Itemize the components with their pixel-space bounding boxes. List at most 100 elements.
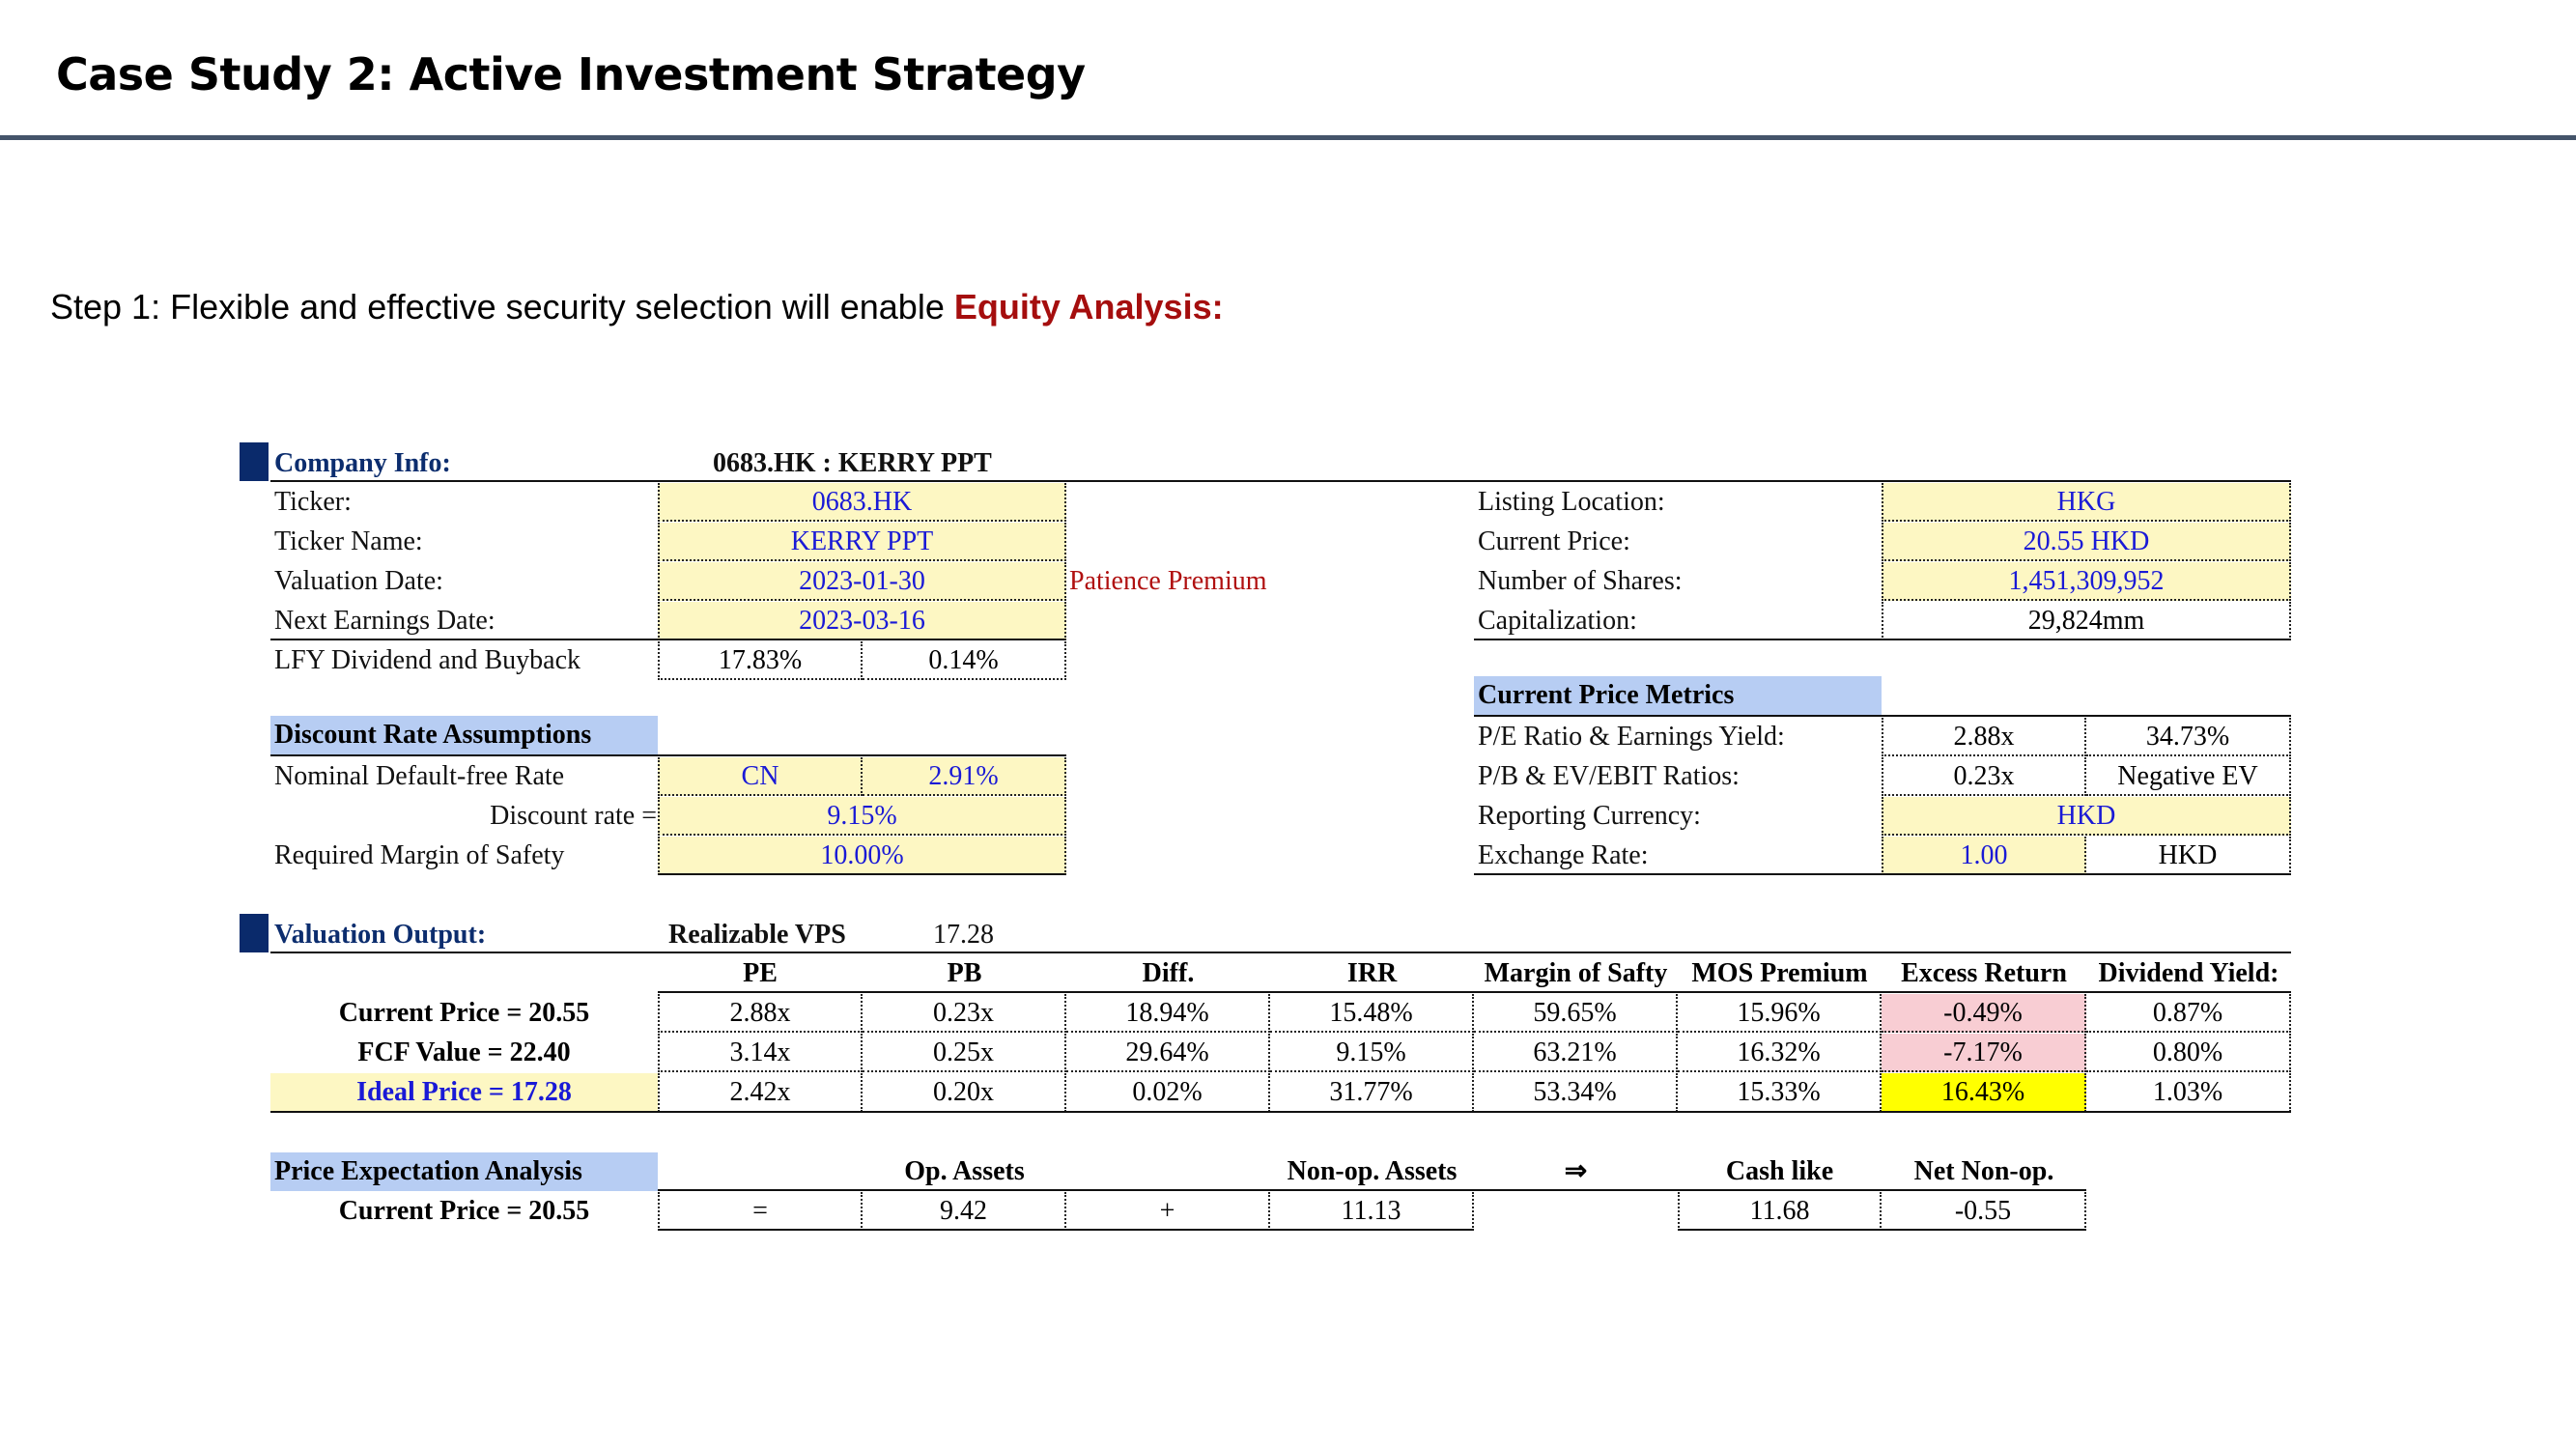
- currency-label: Reporting Currency:: [1478, 801, 1701, 831]
- next-earnings-value: 2023-03-16: [658, 602, 1066, 640]
- pea-row-label: Current Price = 20.55: [338, 1196, 590, 1226]
- valuation-cell: 1.03%: [2086, 1073, 2291, 1112]
- valuation-col-header: PB: [947, 958, 982, 988]
- divider: [1474, 639, 2291, 640]
- lfy-label: LFY Dividend and Buyback: [274, 645, 581, 675]
- valuation-cell: 0.87%: [2086, 994, 2291, 1033]
- divider: [658, 1229, 1474, 1231]
- valuation-col-header: Margin of Safty: [1484, 958, 1668, 988]
- valuation-cell: 2.88x: [658, 994, 863, 1033]
- op-assets-value: 9.42: [863, 1192, 1066, 1231]
- company-name: 0683.HK : KERRY PPT: [713, 448, 992, 478]
- cap-label: Capitalization:: [1478, 606, 1637, 636]
- valuation-cell: 15.96%: [1678, 994, 1882, 1033]
- listing-label: Listing Location:: [1478, 487, 1665, 517]
- shares-value: 1,451,309,952: [1882, 562, 2291, 601]
- lfy-dividend-value: 17.83%: [658, 641, 863, 680]
- valuation-cell: 0.23x: [863, 994, 1066, 1033]
- step-highlight: Equity Analysis:: [953, 287, 1224, 327]
- earnings-yield-value: 34.73%: [2086, 718, 2291, 756]
- ticker-label: Ticker:: [274, 487, 352, 517]
- valuation-col-header: PE: [743, 958, 778, 988]
- valuation-col-header: MOS Premium: [1691, 958, 1868, 988]
- divider: [270, 480, 2291, 482]
- nominal-country-value: CN: [658, 757, 863, 796]
- pe-value: 2.88x: [1882, 718, 2086, 756]
- valuation-cell: 2.42x: [658, 1073, 863, 1112]
- cash-like-label: Cash like: [1725, 1156, 1834, 1186]
- title-divider: [0, 135, 2576, 140]
- valuation-col-header: Diff.: [1142, 958, 1195, 988]
- valuation-cell: -0.49%: [1882, 994, 2086, 1033]
- currency-value: HKD: [1882, 797, 2291, 836]
- ticker-name-label: Ticker Name:: [274, 526, 423, 556]
- valuation-cell: 18.94%: [1066, 994, 1270, 1033]
- valuation-cell: 0.25x: [863, 1034, 1066, 1072]
- price-expectation-header: Price Expectation Analysis: [270, 1152, 658, 1191]
- fx-value: 1.00: [1882, 837, 2086, 875]
- divider: [270, 754, 1066, 756]
- ev-ebit-value: Negative EV: [2086, 757, 2291, 796]
- valuation-cell: 16.43%: [1882, 1073, 2086, 1112]
- discount-rate-value: 9.15%: [658, 797, 1066, 836]
- valuation-cell: 31.77%: [1270, 1073, 1474, 1112]
- mos-label: Required Margin of Safety: [274, 840, 565, 870]
- section-marker: [240, 914, 269, 952]
- metrics-header: Current Price Metrics: [1474, 676, 1882, 715]
- pea-plus: +: [1066, 1192, 1270, 1231]
- valuation-col-header: Dividend Yield:: [2098, 958, 2279, 988]
- pe-label: P/E Ratio & Earnings Yield:: [1478, 722, 1785, 752]
- next-earnings-label: Next Earnings Date:: [274, 606, 495, 636]
- valuation-cell: 9.15%: [1270, 1034, 1474, 1072]
- ticker-value: 0683.HK: [658, 483, 1066, 522]
- valuation-cell: 0.80%: [2086, 1034, 2291, 1072]
- valuation-cell: 15.48%: [1270, 994, 1474, 1033]
- pb-value: 0.23x: [1882, 757, 2086, 796]
- pb-label: P/B & EV/EBIT Ratios:: [1478, 761, 1740, 791]
- divider: [1474, 715, 2291, 717]
- nonop-assets-label: Non-op. Assets: [1287, 1156, 1458, 1186]
- arrow-icon: ⇒: [1564, 1156, 1588, 1186]
- divider: [1474, 873, 2291, 875]
- listing-value: HKG: [1882, 483, 2291, 522]
- fx-label: Exchange Rate:: [1478, 840, 1649, 870]
- valuation-cell: 63.21%: [1474, 1034, 1678, 1072]
- valuation-cell: 29.64%: [1066, 1034, 1270, 1072]
- cash-like-value: 11.68: [1678, 1192, 1882, 1231]
- net-nonop-value: -0.55: [1882, 1192, 2086, 1231]
- divider: [1678, 1229, 2086, 1231]
- divider: [658, 1189, 2086, 1191]
- vps-label: Realizable VPS: [668, 920, 846, 950]
- op-assets-label: Op. Assets: [904, 1156, 1025, 1186]
- valuation-cell: 15.33%: [1678, 1073, 1882, 1112]
- cap-value: 29,824mm: [1882, 602, 2291, 640]
- divider: [270, 952, 2291, 953]
- valuation-cell: 0.02%: [1066, 1073, 1270, 1112]
- mos-value: 10.00%: [658, 837, 1066, 875]
- nominal-rate-value: 2.91%: [863, 757, 1066, 796]
- valuation-row-label: FCF Value = 22.40: [357, 1037, 571, 1067]
- step-prefix: Step 1: Flexible and effective security …: [50, 287, 954, 327]
- valuation-col-header: Excess Return: [1901, 958, 2067, 988]
- valuation-cell: 0.20x: [863, 1073, 1066, 1112]
- nominal-rate-label: Nominal Default-free Rate: [274, 761, 565, 791]
- valuation-cell: 53.34%: [1474, 1073, 1678, 1112]
- company-info-header: Company Info:: [274, 448, 451, 478]
- discount-rate-label: Discount rate =: [490, 801, 657, 831]
- price-value: 20.55 HKD: [1882, 523, 2291, 561]
- vps-value: 17.28: [933, 920, 994, 950]
- valuation-cell: 59.65%: [1474, 994, 1678, 1033]
- valuation-cell: 3.14x: [658, 1034, 863, 1072]
- nonop-assets-value: 11.13: [1270, 1192, 1474, 1231]
- divider: [658, 991, 2291, 993]
- valuation-cell: -7.17%: [1882, 1034, 2086, 1072]
- step-text: Step 1: Flexible and effective security …: [50, 287, 1224, 327]
- lfy-buyback-value: 0.14%: [863, 641, 1066, 680]
- page-title: Case Study 2: Active Investment Strategy: [56, 48, 1086, 100]
- divider: [658, 873, 1066, 875]
- valuation-header: Valuation Output:: [274, 920, 487, 950]
- section-marker: [240, 442, 269, 481]
- patience-premium-label: Patience Premium: [1069, 566, 1267, 596]
- fx-currency-value: HKD: [2086, 837, 2291, 875]
- discount-header: Discount Rate Assumptions: [270, 716, 658, 754]
